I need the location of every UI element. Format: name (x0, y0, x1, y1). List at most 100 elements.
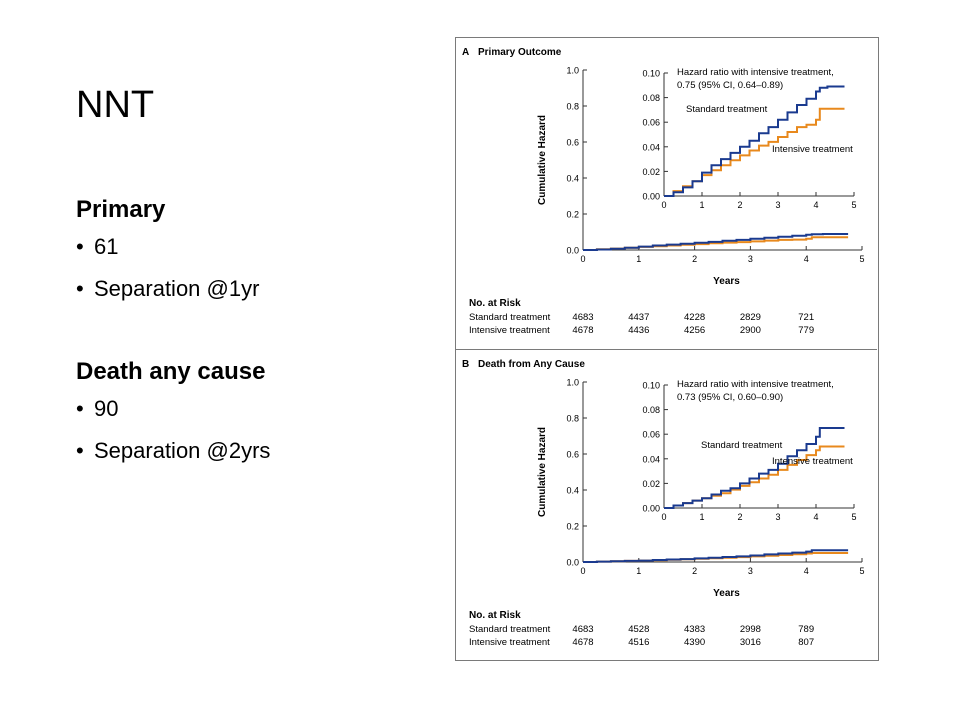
risk-table-value: 4390 (684, 637, 705, 648)
panel-letter: A (462, 47, 469, 58)
bullet-text: 61 (94, 234, 119, 259)
x-tick-label: 3 (748, 254, 753, 264)
y-tick-label: 0.4 (566, 486, 579, 496)
risk-table-row-label: Intensive treatment (469, 325, 550, 336)
inset-y-tick-label: 0.06 (642, 430, 660, 440)
inset-y-tick-label: 0.10 (642, 69, 660, 79)
x-tick-label: 1 (636, 254, 641, 264)
hazard-ratio-line1: Hazard ratio with intensive treatment, (677, 379, 834, 390)
inset-x-tick-label: 1 (699, 512, 704, 522)
x-tick-label: 5 (859, 566, 864, 576)
bullet-dot-icon: • (76, 438, 84, 463)
x-tick-label: 0 (580, 254, 585, 264)
bullet-text: Separation @1yr (94, 276, 260, 301)
y-tick-label: 0.6 (566, 138, 579, 148)
panel-divider (456, 349, 877, 350)
x-tick-label: 2 (692, 566, 697, 576)
y-tick-label: 0.6 (566, 450, 579, 460)
section-primary: Primary • 61 • Separation @1yr (76, 196, 259, 318)
bullet-dot-icon: • (76, 396, 84, 421)
y-tick-label: 0.2 (566, 522, 579, 532)
figure-frame: A Primary Outcome 0.0 0.2 0.4 0.6 0.8 1.0 0 1 2 3 4 5… (455, 37, 879, 661)
x-tick-label: 2 (692, 254, 697, 264)
bullet-item: • Separation @2yrs (76, 438, 270, 464)
inset-x-tick-label: 5 (851, 512, 856, 522)
x-tick-label: 4 (804, 566, 809, 576)
risk-table-value: 4437 (628, 312, 649, 323)
inset-x-tick-label: 2 (737, 200, 742, 210)
risk-table-value: 4678 (572, 325, 593, 336)
bullet-item: • 90 (76, 396, 270, 422)
inset-y-tick-label: 0.06 (642, 118, 660, 128)
risk-table-value: 2998 (740, 624, 761, 635)
inset-y-tick-label: 0.04 (642, 454, 660, 464)
inset-series-line-standard (664, 85, 845, 197)
inset-y-tick-label: 0.02 (642, 479, 660, 489)
y-tick-label: 1.0 (566, 378, 579, 388)
risk-table-row-label: Intensive treatment (469, 637, 550, 648)
inset-y-tick-label: 0.08 (642, 405, 660, 415)
chart-death-any-cause: B Death from Any Cause 0.0 0.2 0.4 0.6 0.8 1.0 0… (462, 359, 865, 648)
series-line-standard (583, 549, 849, 563)
section-death-any-cause: Death any cause • 90 • Separation @2yrs (76, 358, 270, 480)
risk-table-value: 779 (798, 325, 814, 336)
x-axis-label: Years (713, 588, 740, 599)
risk-table-value: 4436 (628, 325, 649, 336)
inset-y-tick-label: 0.00 (642, 192, 660, 202)
risk-table-value: 4256 (684, 325, 705, 336)
risk-table-value: 4516 (628, 637, 649, 648)
risk-table-header: No. at Risk (469, 610, 521, 621)
risk-table-row-label: Standard treatment (469, 312, 551, 323)
y-tick-label: 0.8 (566, 414, 579, 424)
y-tick-label: 0.0 (566, 558, 579, 568)
section-heading: Primary (76, 196, 166, 223)
section-heading: Death any cause (76, 358, 266, 385)
bullet-text: Separation @2yrs (94, 438, 271, 463)
y-tick-label: 0.4 (566, 174, 579, 184)
risk-table-value: 4228 (684, 312, 705, 323)
y-tick-label: 0.8 (566, 102, 579, 112)
risk-table-header: No. at Risk (469, 298, 521, 309)
risk-table-value: 2900 (740, 325, 761, 336)
label-standard-treatment: Standard treatment (701, 440, 783, 451)
series-line-standard (583, 233, 849, 251)
inset-x-tick-label: 5 (851, 200, 856, 210)
risk-table-value: 4683 (572, 624, 593, 635)
inset-x-tick-label: 1 (699, 200, 704, 210)
inset-x-tick-label: 0 (661, 200, 666, 210)
y-axis-label: Cumulative Hazard (537, 427, 548, 517)
risk-table-value: 807 (798, 637, 814, 648)
risk-table-value: 4528 (628, 624, 649, 635)
y-axis-label: Cumulative Hazard (537, 115, 548, 205)
inset-y-tick-label: 0.08 (642, 93, 660, 103)
bullet-dot-icon: • (76, 276, 84, 301)
risk-table-row-label: Standard treatment (469, 624, 551, 635)
y-tick-label: 0.0 (566, 246, 579, 256)
bullet-dot-icon: • (76, 234, 84, 259)
inset-x-tick-label: 4 (813, 200, 818, 210)
x-tick-label: 0 (580, 566, 585, 576)
x-tick-label: 4 (804, 254, 809, 264)
inset-x-tick-label: 0 (661, 512, 666, 522)
inset-x-tick-label: 3 (775, 200, 780, 210)
panel-a: A Primary Outcome 0.0 0.2 0.4 0.6 0.8 1.0 0 1 2 3 4 5… (456, 38, 877, 349)
inset-series-line-standard (664, 427, 845, 509)
inset-y-tick-label: 0.04 (642, 142, 660, 152)
bullet-text: 90 (94, 396, 119, 421)
bullet-item: • Separation @1yr (76, 276, 259, 302)
inset-x-tick-label: 3 (775, 512, 780, 522)
label-intensive-treatment: Intensive treatment (772, 456, 853, 467)
panel-b: B Death from Any Cause 0.0 0.2 0.4 0.6 0.8 1.0 0… (456, 350, 877, 661)
risk-table-value: 4678 (572, 637, 593, 648)
inset-x-tick-label: 4 (813, 512, 818, 522)
risk-table-value: 4683 (572, 312, 593, 323)
panel-letter: B (462, 359, 469, 370)
risk-table-value: 4383 (684, 624, 705, 635)
bullet-item: • 61 (76, 234, 259, 260)
x-tick-label: 1 (636, 566, 641, 576)
panel-title: Primary Outcome (478, 47, 562, 58)
hazard-ratio-line2: 0.75 (95% CI, 0.64–0.89) (677, 80, 783, 91)
x-axis-label: Years (713, 276, 740, 287)
inset-y-tick-label: 0.02 (642, 167, 660, 177)
inset-background (634, 379, 864, 528)
